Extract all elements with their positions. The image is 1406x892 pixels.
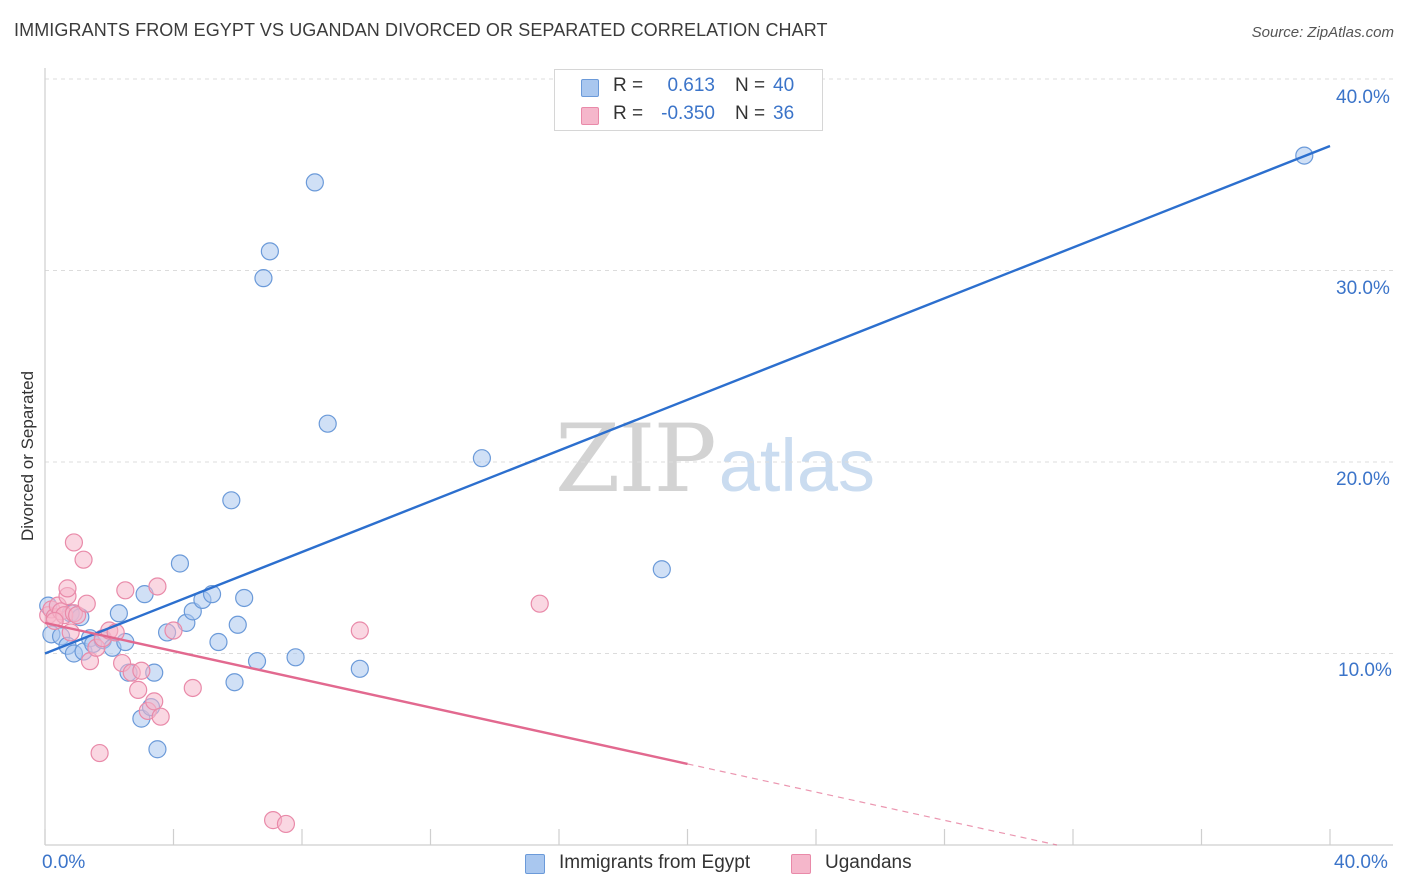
point-egypt-21: [170, 554, 190, 573]
point-ugandans-21: [116, 581, 135, 600]
point-egypt-30: [235, 588, 254, 608]
point-egypt-26: [209, 632, 228, 652]
point-egypt-27: [222, 491, 241, 510]
legend-n-value-egypt: 40: [773, 75, 795, 96]
point-ugandans-27: [148, 577, 167, 596]
point-ugandans-32: [276, 814, 296, 834]
point-ugandans-30: [183, 678, 202, 698]
legend-swatch-ugandans: [581, 107, 599, 125]
point-ugandans-26: [145, 692, 164, 711]
point-ugandans-33: [350, 621, 369, 640]
y-tick-label-40: 40.0%: [1336, 87, 1390, 108]
source-link[interactable]: ZipAtlas.com: [1307, 24, 1394, 41]
source-attribution: Source: ZipAtlas.com: [1252, 24, 1394, 41]
legend-swatch-egypt: [525, 854, 545, 874]
point-ugandans-29: [164, 621, 183, 640]
trendline-extension-ugandans: [687, 763, 1058, 846]
legend-label-egypt: Immigrants from Egypt: [559, 852, 751, 873]
legend-r-label: R =: [613, 75, 644, 96]
point-egypt-12: [109, 604, 128, 623]
correlation-legend: R = 0.613 N = 40 R = -0.350 N = 36: [554, 69, 823, 131]
point-ugandans-12: [74, 550, 93, 569]
legend-r-value-ugandans: -0.350: [661, 103, 715, 124]
legend-swatch-ugandans: [791, 854, 811, 874]
point-egypt-35: [305, 173, 324, 192]
legend-row-egypt: R = 0.613 N = 40: [555, 73, 822, 101]
legend-r-label: R =: [613, 103, 644, 124]
legend-n-value-ugandans: 36: [773, 103, 795, 124]
legend-label-ugandans: Ugandans: [825, 852, 912, 873]
trendline-egypt: [44, 144, 1331, 655]
point-egypt-33: [260, 242, 279, 261]
legend-n-label: N =: [735, 103, 766, 124]
point-ugandans-10: [64, 533, 84, 552]
legend-swatch-egypt: [581, 79, 599, 97]
point-ugandans-28: [151, 707, 170, 726]
point-egypt-39: [652, 560, 671, 579]
point-egypt-29: [228, 615, 247, 634]
point-egypt-28: [225, 673, 244, 692]
y-axis-label: Divorced or Separated: [18, 370, 37, 542]
point-egypt-36: [318, 414, 337, 433]
y-tick-label-30: 30.0%: [1336, 278, 1390, 299]
legend-r-value-egypt: 0.613: [667, 75, 715, 96]
point-egypt-19: [148, 740, 167, 759]
trendline-ugandans: [44, 621, 688, 766]
point-egypt-34: [286, 648, 305, 667]
point-ugandans-34: [530, 594, 549, 613]
source-label: Source:: [1251, 24, 1304, 41]
x-tick-label-min: 0.0%: [42, 852, 86, 873]
x-tick-label-max: 40.0%: [1334, 852, 1388, 873]
point-ugandans-16: [90, 743, 109, 763]
point-ugandans-23: [129, 680, 148, 699]
legend-row-ugandans: R = -0.350 N = 36: [555, 101, 822, 129]
point-ugandans-13: [77, 594, 96, 613]
point-egypt-32: [254, 269, 273, 288]
chart-title: IMMIGRANTS FROM EGYPT VS UGANDAN DIVORCE…: [14, 20, 828, 40]
y-tick-label-10: 10.0%: [1338, 660, 1392, 681]
point-ugandans-7: [58, 579, 77, 598]
point-ugandans-24: [132, 661, 151, 680]
point-egypt-38: [472, 449, 491, 468]
point-egypt-37: [350, 659, 369, 678]
legend-n-label: N =: [735, 75, 766, 96]
y-tick-label-20: 20.0%: [1336, 469, 1390, 490]
